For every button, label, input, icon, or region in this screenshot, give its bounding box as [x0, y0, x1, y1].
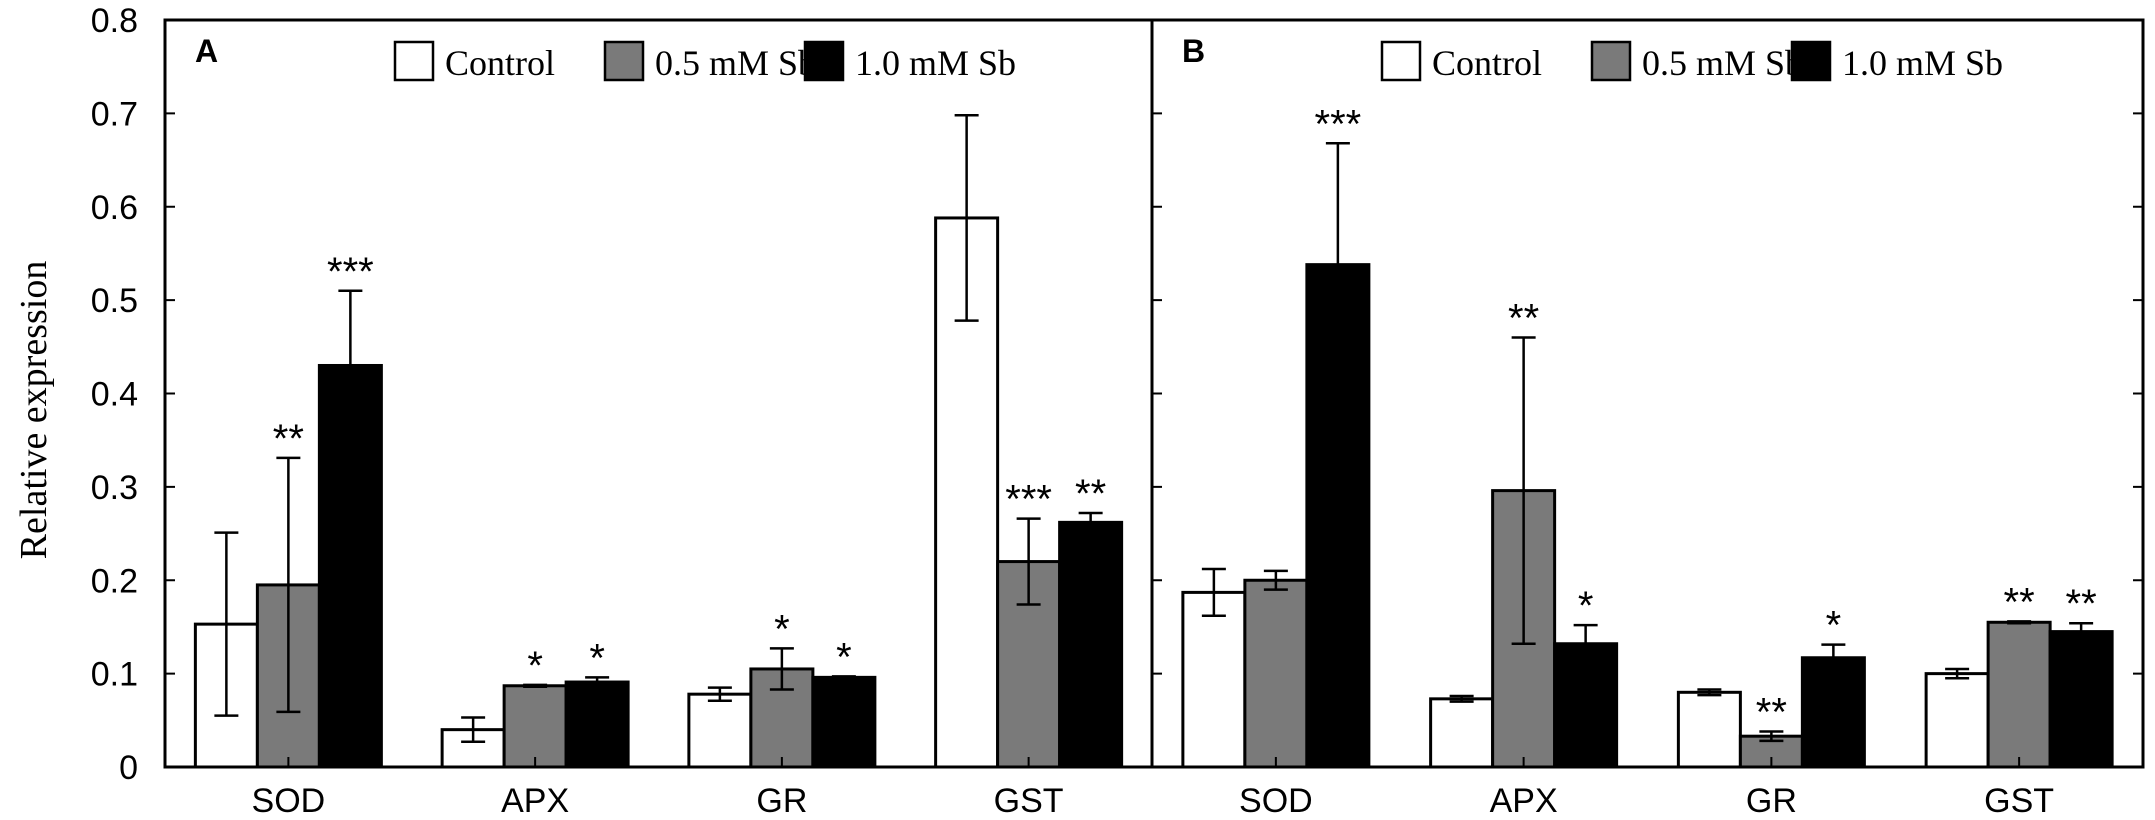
- x-category-label: SOD: [252, 782, 326, 820]
- bar-gr-control: [687, 692, 753, 769]
- panel-letter: A: [195, 33, 218, 69]
- y-tick-label: 0.4: [91, 376, 138, 414]
- significance-label: *: [774, 607, 790, 651]
- y-tick-label: 0.3: [91, 469, 138, 507]
- legend-swatch: [803, 40, 845, 82]
- bar-gr-control: [1676, 690, 1742, 769]
- x-category-label: GR: [756, 782, 807, 820]
- significance-label: *: [1578, 584, 1594, 628]
- bar-apx-0-5mm: [502, 684, 568, 769]
- legend-swatch: [1590, 40, 1632, 82]
- x-category-label: GST: [1984, 782, 2054, 820]
- y-tick-label: 0.5: [91, 282, 138, 320]
- significance-label: *: [1826, 604, 1842, 648]
- bar-gst-0-5mm: [1986, 620, 2052, 769]
- legend-label: 0.5 mM Sb: [655, 43, 816, 83]
- legend-label: 1.0 mM Sb: [1842, 43, 2003, 83]
- significance-label: **: [1508, 296, 1539, 340]
- y-tick-label: 0.1: [91, 656, 138, 694]
- legend-swatch: [1380, 40, 1422, 82]
- significance-label: **: [2004, 580, 2035, 624]
- legend-swatch: [1790, 40, 1832, 82]
- legend-swatch: [393, 40, 435, 82]
- y-tick-label: 0.2: [91, 562, 138, 600]
- plot-frame: [163, 18, 2145, 769]
- significance-label: *: [836, 635, 852, 679]
- significance-label: ***: [1315, 102, 1362, 146]
- bar-gr-1-0mm: [811, 675, 877, 769]
- significance-label: **: [1756, 691, 1787, 735]
- y-axis-label: Relative expression: [13, 261, 55, 560]
- x-category-label: SOD: [1239, 782, 1313, 820]
- bar-gst-1-0mm: [2048, 630, 2114, 769]
- significance-label: ***: [1005, 478, 1052, 522]
- significance-label: **: [273, 417, 304, 461]
- y-tick-label: 0.6: [91, 189, 138, 227]
- bar-gr-1-0mm: [1800, 656, 1866, 769]
- panel-letter: B: [1182, 33, 1205, 69]
- bar-sod-control: [1181, 590, 1247, 769]
- y-tick-label: 0.7: [91, 95, 138, 133]
- bar-apx-control: [1429, 697, 1495, 769]
- significance-label: *: [527, 644, 543, 688]
- y-tick-label: 0: [119, 749, 138, 787]
- significance-label: **: [1075, 472, 1106, 516]
- bar-gst-1-0mm: [1058, 520, 1124, 769]
- x-category-label: GST: [994, 782, 1064, 820]
- legend-label: 0.5 mM Sb: [1642, 43, 1803, 83]
- bar-apx-1-0mm: [564, 680, 630, 769]
- x-category-label: APX: [501, 782, 569, 820]
- legend-label: Control: [1432, 43, 1542, 83]
- bar-sod-0-5mm: [1243, 578, 1309, 769]
- significance-label: *: [589, 636, 605, 680]
- x-category-label: APX: [1490, 782, 1558, 820]
- significance-label: **: [2066, 582, 2097, 626]
- legend-label: 1.0 mM Sb: [855, 43, 1016, 83]
- x-category-label: GR: [1746, 782, 1797, 820]
- legend-swatch: [603, 40, 645, 82]
- significance-label: ***: [327, 250, 374, 294]
- y-tick-label: 0.8: [91, 2, 138, 40]
- bar-gst-control: [1924, 672, 1990, 769]
- legend-label: Control: [445, 43, 555, 83]
